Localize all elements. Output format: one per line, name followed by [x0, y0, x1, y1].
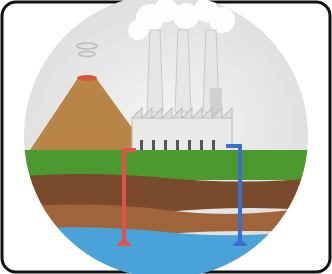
illustration-frame: [0, 0, 332, 274]
crater: [77, 75, 97, 81]
page: (() => { const data = JSON.parse(documen…: [0, 0, 332, 274]
factory: [132, 108, 232, 152]
chimneys: [147, 30, 219, 112]
